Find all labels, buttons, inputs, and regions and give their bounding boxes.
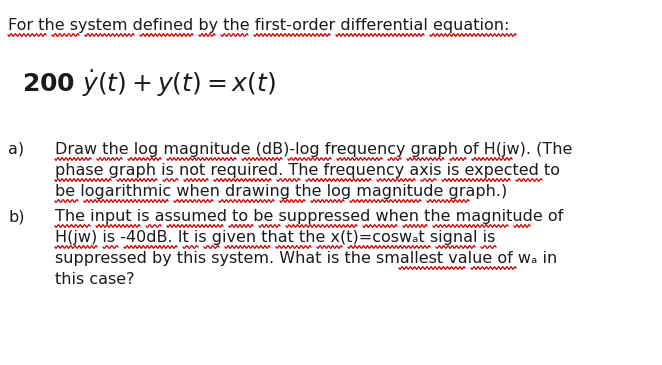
Text: The input is assumed to be suppressed when the magnitude of: The input is assumed to be suppressed wh… [55, 209, 563, 224]
Text: be logarithmic when drawing the log magnitude graph.): be logarithmic when drawing the log magn… [55, 184, 507, 199]
Text: $\mathbf{200}\ \dot{y}(t) + y(t) = x(t)$: $\mathbf{200}\ \dot{y}(t) + y(t) = x(t)$ [22, 68, 276, 99]
Text: this case?: this case? [55, 272, 134, 287]
Text: a): a) [8, 142, 24, 157]
Text: b): b) [8, 209, 24, 224]
Text: phase graph is not required. The frequency axis is expected to: phase graph is not required. The frequen… [55, 163, 560, 178]
Text: H(jw) is -40dB. It is given that the x(t)=coswₐt signal is: H(jw) is -40dB. It is given that the x(t… [55, 230, 495, 245]
Text: Draw the log magnitude (dB)-log frequency graph of H(jw). (The: Draw the log magnitude (dB)-log frequenc… [55, 142, 573, 157]
Text: suppressed by this system. What is the smallest value of wₐ in: suppressed by this system. What is the s… [55, 251, 557, 266]
Text: For the system defined by the first-order differential equation:: For the system defined by the first-orde… [8, 18, 509, 33]
